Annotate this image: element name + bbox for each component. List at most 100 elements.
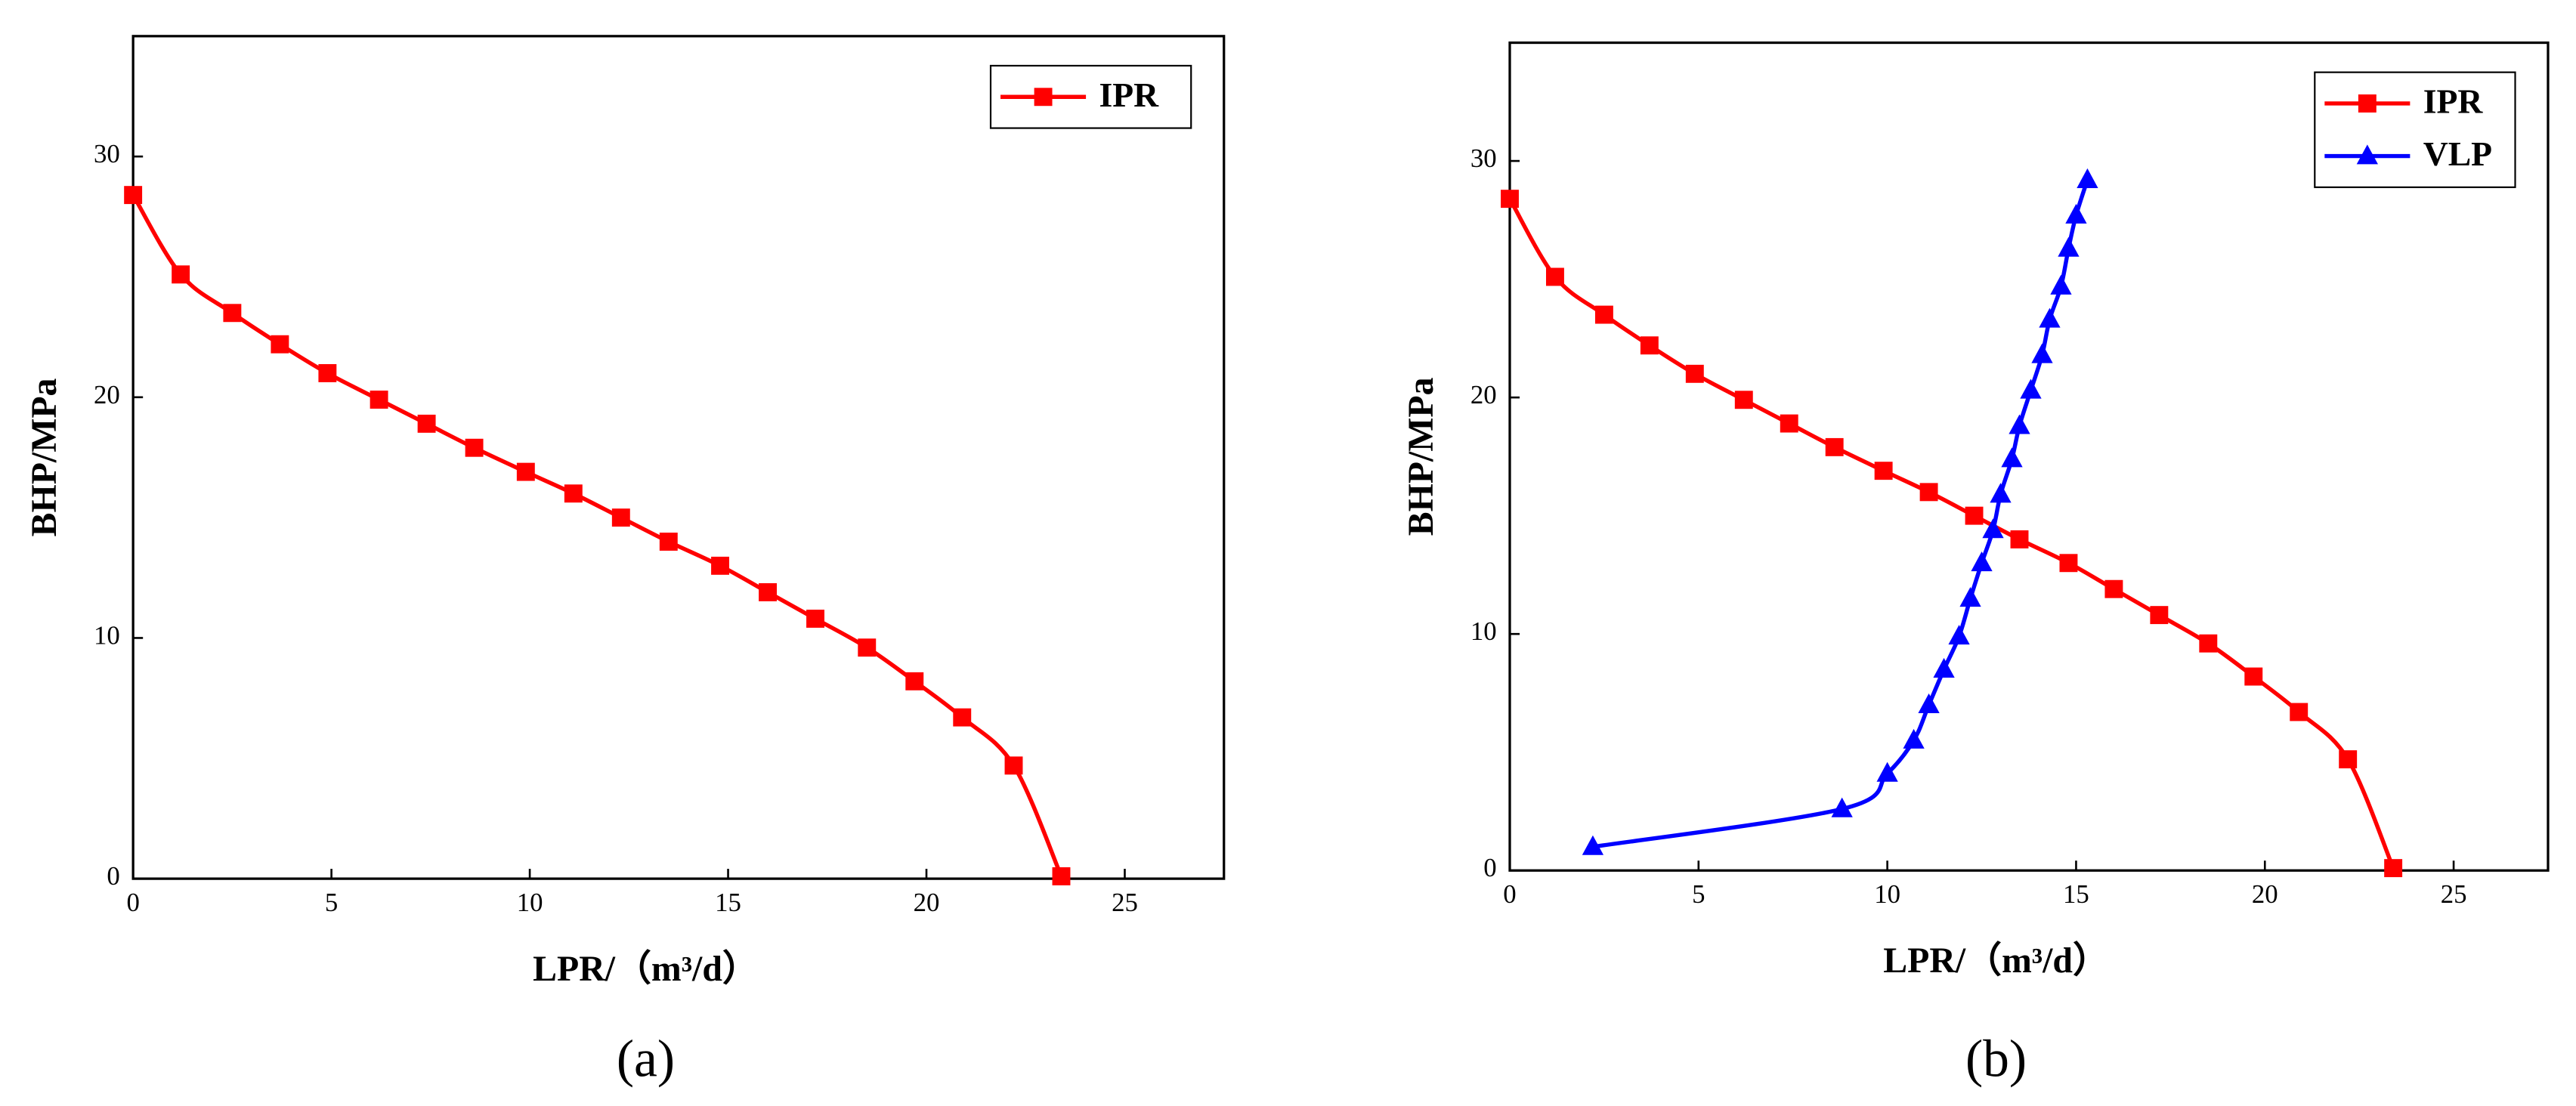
- marker: [370, 391, 388, 409]
- marker: [2001, 447, 2023, 468]
- marker: [2009, 414, 2030, 434]
- marker: [2065, 203, 2087, 224]
- legend-box: [2314, 71, 2516, 188]
- marker: [516, 462, 535, 481]
- marker: [465, 438, 484, 457]
- marker: [1919, 483, 1938, 502]
- legend-box: [989, 64, 1192, 129]
- marker: [2050, 274, 2072, 295]
- marker: [2339, 750, 2358, 769]
- marker: [1685, 364, 1704, 383]
- marker: [2244, 667, 2263, 686]
- legend-label: IPR: [2423, 82, 2484, 121]
- marker: [1052, 867, 1071, 885]
- x-tick-label: 0: [126, 888, 139, 917]
- marker: [2058, 236, 2080, 257]
- plot-frame: [1508, 41, 2550, 872]
- y-axis-label: BHP/MPa: [24, 378, 64, 536]
- y-axis-label: BHP/MPa: [1401, 377, 1441, 536]
- marker: [858, 638, 877, 657]
- y-tick-label: 20: [1470, 380, 1497, 409]
- y-tick-label: 30: [94, 139, 120, 168]
- x-tick-label: 5: [1692, 879, 1705, 909]
- marker: [711, 556, 730, 575]
- x-tick-label: 15: [2063, 879, 2089, 909]
- y-tick-label: 30: [1470, 144, 1497, 173]
- marker: [1831, 797, 1853, 817]
- legend-label: VLP: [2423, 134, 2492, 173]
- marker: [1959, 587, 1981, 607]
- marker: [1948, 625, 1970, 645]
- marker: [1825, 437, 1844, 456]
- y-tick-label: 10: [1470, 616, 1497, 646]
- marker: [1971, 551, 1993, 572]
- marker: [905, 672, 924, 690]
- marker: [2384, 859, 2403, 878]
- marker: [2031, 343, 2053, 363]
- series-line: [1508, 197, 2395, 870]
- marker: [2010, 530, 2029, 548]
- marker: [2104, 579, 2123, 598]
- plot-frame: [131, 35, 1226, 880]
- marker: [1545, 267, 1564, 286]
- marker: [2077, 168, 2098, 188]
- x-axis-label: LPR/（m³/d）: [1883, 941, 2109, 981]
- marker: [1876, 762, 1898, 782]
- marker: [759, 582, 777, 601]
- marker: [1582, 835, 1604, 855]
- marker: [2039, 307, 2061, 328]
- legend-label: IPR: [1099, 76, 1159, 114]
- marker: [1780, 414, 1798, 433]
- marker: [417, 414, 436, 433]
- x-tick-label: 10: [517, 888, 543, 917]
- series-line: [131, 193, 1063, 877]
- x-axis-label: LPR/（m³/d）: [533, 949, 759, 989]
- marker: [2199, 634, 2218, 653]
- series-line: [1592, 179, 2090, 849]
- x-tick-label: 5: [325, 888, 338, 917]
- marker: [172, 265, 190, 284]
- x-tick-label: 20: [914, 888, 940, 917]
- marker: [2356, 144, 2378, 165]
- subplot-label: (b): [1965, 1030, 2027, 1089]
- x-tick-label: 25: [1112, 888, 1138, 917]
- marker: [1918, 693, 1940, 713]
- x-tick-label: 20: [2252, 879, 2278, 909]
- marker: [659, 533, 678, 551]
- marker: [564, 484, 583, 503]
- x-tick-label: 0: [1503, 879, 1516, 909]
- marker: [1933, 657, 1955, 678]
- marker: [2358, 94, 2377, 113]
- marker: [1965, 506, 1984, 525]
- x-tick-label: 10: [1874, 879, 1900, 909]
- marker: [2020, 378, 2042, 399]
- marker: [318, 363, 337, 382]
- marker: [2150, 606, 2169, 625]
- marker: [223, 304, 242, 323]
- marker: [1982, 518, 2004, 539]
- marker: [124, 186, 143, 205]
- marker: [2290, 703, 2309, 721]
- marker: [806, 610, 824, 628]
- subplot-label: (a): [617, 1030, 675, 1089]
- marker: [1903, 728, 1925, 749]
- y-tick-label: 20: [94, 380, 120, 409]
- x-tick-label: 25: [2441, 879, 2467, 909]
- marker: [271, 335, 289, 354]
- marker: [1990, 483, 2012, 503]
- y-tick-label: 0: [107, 861, 119, 891]
- y-tick-label: 10: [94, 620, 120, 650]
- marker: [1734, 391, 1753, 409]
- marker: [1594, 305, 1613, 324]
- marker: [2059, 554, 2078, 573]
- marker: [1640, 336, 1659, 355]
- marker: [1501, 190, 1519, 209]
- marker: [611, 508, 630, 527]
- marker: [1874, 462, 1893, 480]
- y-tick-label: 0: [1483, 853, 1496, 882]
- marker: [1034, 88, 1053, 107]
- x-tick-label: 15: [715, 888, 741, 917]
- marker: [953, 708, 972, 727]
- marker: [1004, 756, 1023, 775]
